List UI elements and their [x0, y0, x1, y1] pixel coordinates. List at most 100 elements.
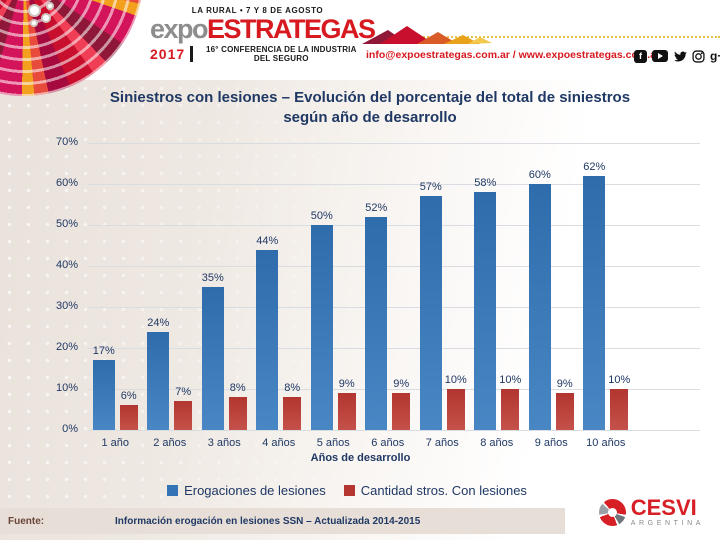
x-tick-label: 7 años [425, 437, 459, 449]
y-axis-ticks: 0% 10% 20% 30% 40% 50% 60% 70% [30, 136, 78, 435]
bar-value-label: 57% [419, 181, 442, 194]
bar-value-label: 8% [229, 382, 246, 395]
brand-expo-text: expo [150, 14, 209, 44]
bar-value-label: 9% [393, 378, 410, 391]
header-banner: LA RURAL • 7 Y 8 DE AGOSTO expoESTRATEGA… [0, 0, 720, 96]
bar-value-label: 44% [256, 234, 279, 247]
y-tick-label: 20% [55, 341, 78, 353]
divider-bar [190, 46, 193, 62]
legend-swatch-blue [167, 485, 179, 496]
bar-column: 58% [474, 143, 496, 430]
bar-group-5: 50% 9% [306, 143, 361, 430]
bar-erogaciones-9-años [528, 184, 551, 430]
bar-value-label: 60% [528, 169, 551, 181]
bar-erogaciones-1-año [92, 360, 115, 430]
bars-container: 17% 6% 24% 7% 35% 8% 44% 8% 50% 9% 52% 9% 57% 10% 58% 1… [88, 143, 633, 430]
contact-info-text: info@expoestrategas.com.ar / www.expoest… [366, 49, 661, 61]
bar-group-4: 44% 8% [252, 143, 307, 430]
legend-swatch-red [343, 485, 355, 496]
bar-cantidad-4-años [283, 397, 302, 430]
cesvi-logo: CESVI ARGENTINA [598, 495, 704, 528]
legend-item-cantidad: Cantidad stros. Con lesiones [343, 483, 527, 498]
youtube-icon [652, 50, 668, 62]
plot-area: 17% 6% 24% 7% 35% 8% 44% 8% 50% 9% 52% 9% 57% 10% 58% 1… [88, 143, 700, 431]
expo-brand-block: LA RURAL • 7 Y 8 DE AGOSTO expoESTRATEGA… [150, 6, 376, 63]
social-icons-row: f g+ [634, 49, 720, 63]
gridline [88, 430, 700, 431]
legend-label-cantidad: Cantidad stros. Con lesiones [360, 483, 527, 498]
x-tick-label: 5 años [316, 437, 350, 449]
bar-column: 10% [445, 143, 467, 430]
bar-erogaciones-6-años [365, 216, 388, 430]
facebook-icon: f [634, 49, 647, 63]
bar-group-2: 24% 7% [143, 143, 198, 430]
expo-logo-text: expoESTRATEGAS [150, 14, 376, 44]
bar-cantidad-1-año [119, 405, 138, 430]
source-label: Fuente: [8, 515, 45, 527]
bar-cantidad-9-años [555, 393, 574, 430]
x-tick-label: 3 años [207, 437, 241, 449]
instagram-icon [692, 49, 705, 63]
bar-column: 17% [93, 143, 115, 430]
bar-erogaciones-8-años [474, 192, 497, 430]
chart-title: Siniestros con lesiones – Evolución del … [109, 89, 631, 127]
x-tick-label: 4 años [262, 437, 296, 449]
bar-column: 60% [529, 143, 551, 430]
bar-column: 24% [147, 143, 169, 430]
twitter-icon [674, 51, 687, 62]
x-axis-ticks: 1 año 2 años 3 años 4 años 5 años 6 años 7 año… [88, 437, 633, 449]
y-tick-label: 10% [55, 382, 78, 394]
x-tick-label: 8 años [480, 437, 514, 449]
bar-erogaciones-7-años [419, 196, 442, 430]
bar-column: 50% [311, 143, 333, 430]
y-tick-label: 70% [55, 136, 78, 148]
bar-group-10: 62% 10% [579, 143, 634, 430]
bar-group-7: 57% 10% [415, 143, 470, 430]
brand-estrategas-text: ESTRATEGAS [207, 14, 376, 44]
y-tick-label: 60% [55, 176, 78, 189]
bar-value-label: 52% [365, 201, 388, 214]
bar-value-label: 9% [338, 378, 355, 391]
y-tick-label: 50% [55, 217, 78, 230]
bar-cantidad-8-años [501, 389, 520, 430]
bar-column: 52% [365, 143, 387, 430]
brand-subtitle-row: 2017 16° CONFERENCIA DE LA INDUSTRIA DEL… [150, 45, 365, 63]
bar-cantidad-7-años [446, 389, 465, 430]
cesvi-subtitle: ARGENTINA [630, 520, 704, 527]
bar-cantidad-3-años [228, 397, 247, 430]
x-tick-label: 6 años [371, 437, 405, 449]
bar-value-label: 7% [175, 386, 192, 399]
bar-value-label: 24% [147, 316, 170, 329]
bar-group-1: 17% 6% [88, 143, 143, 430]
x-axis-title: Años de desarrollo [310, 452, 411, 464]
bar-cantidad-6-años [392, 393, 411, 430]
cesvi-name: CESVI [630, 495, 697, 520]
bar-column: 10% [499, 143, 521, 430]
bar-column: 9% [337, 143, 356, 430]
bar-value-label: 9% [556, 378, 573, 391]
bar-erogaciones-2-años [147, 331, 170, 430]
bar-cantidad-2-años [174, 401, 193, 430]
cesvi-logo-text: CESVI ARGENTINA [630, 495, 704, 528]
y-tick-label: 40% [55, 259, 78, 271]
x-tick-label: 10 años [586, 437, 626, 449]
legend-label-erogaciones: Erogaciones de lesiones [184, 483, 326, 498]
bar-group-8: 58% 10% [470, 143, 525, 430]
bar-group-3: 35% 8% [197, 143, 252, 430]
dotted-line-decoration [392, 36, 720, 38]
bar-value-label: 6% [120, 390, 137, 403]
bar-value-label: 62% [583, 160, 606, 173]
x-tick-label: 2 años [153, 437, 187, 449]
bar-value-label: 10% [608, 374, 631, 387]
bar-value-label: 17% [92, 345, 115, 358]
bar-column: 35% [202, 143, 224, 430]
bar-value-label: 50% [310, 210, 333, 222]
bar-erogaciones-4-años [256, 249, 279, 430]
bar-erogaciones-3-años [201, 286, 224, 430]
bar-column: 6% [119, 143, 138, 430]
bar-column: 9% [392, 143, 411, 430]
y-tick-label: 30% [55, 299, 78, 312]
bar-cantidad-5-años [337, 393, 356, 430]
x-tick-label: 1 año [101, 437, 130, 449]
bar-erogaciones-10-años [583, 175, 606, 430]
